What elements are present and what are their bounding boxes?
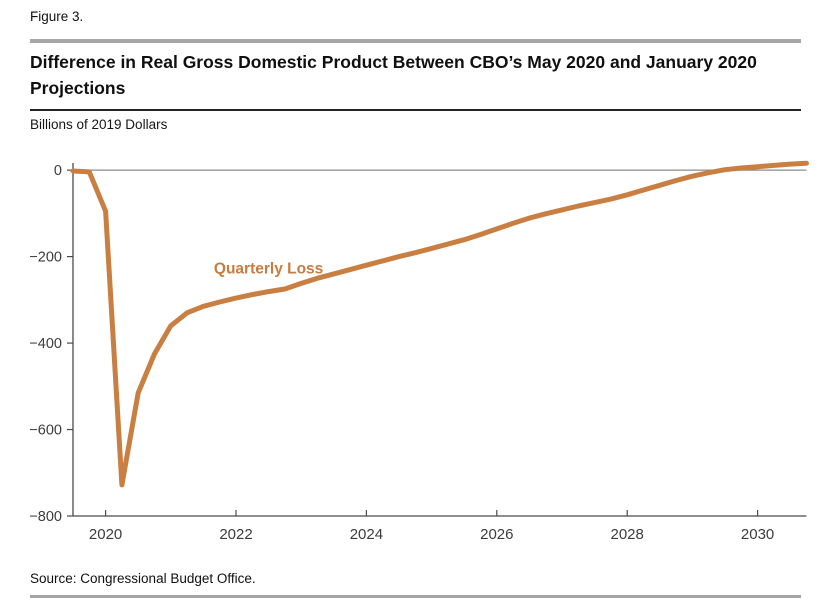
y-axis-tick-label: −800 [29, 509, 62, 525]
figure-label: Figure 3. [30, 9, 84, 24]
x-axis-tick-label: 2020 [89, 526, 122, 543]
x-axis-tick-label: 2024 [350, 526, 383, 543]
y-axis-tick-label: 0 [54, 163, 62, 179]
source-note: Source: Congressional Budget Office. [30, 571, 256, 586]
chart-title: Difference in Real Gross Domestic Produc… [30, 52, 757, 98]
y-axis-units-label: Billions of 2019 Dollars [30, 117, 168, 132]
series-annotation-label: Quarterly Loss [214, 261, 323, 278]
x-axis-tick-label: 2022 [219, 526, 252, 543]
x-axis-tick-label: 2030 [741, 526, 774, 543]
bottom-divider-rule [30, 595, 801, 598]
y-axis-tick-label: −600 [29, 423, 62, 439]
x-axis-tick-label: 2028 [611, 526, 644, 543]
title-divider-rule [30, 109, 801, 111]
quarterly-loss-line [70, 160, 809, 488]
top-divider-rule [30, 39, 801, 43]
x-axis-tick-label: 2026 [480, 526, 513, 543]
y-axis-tick-label: −200 [29, 250, 62, 266]
y-axis-tick-label: −400 [29, 336, 62, 352]
